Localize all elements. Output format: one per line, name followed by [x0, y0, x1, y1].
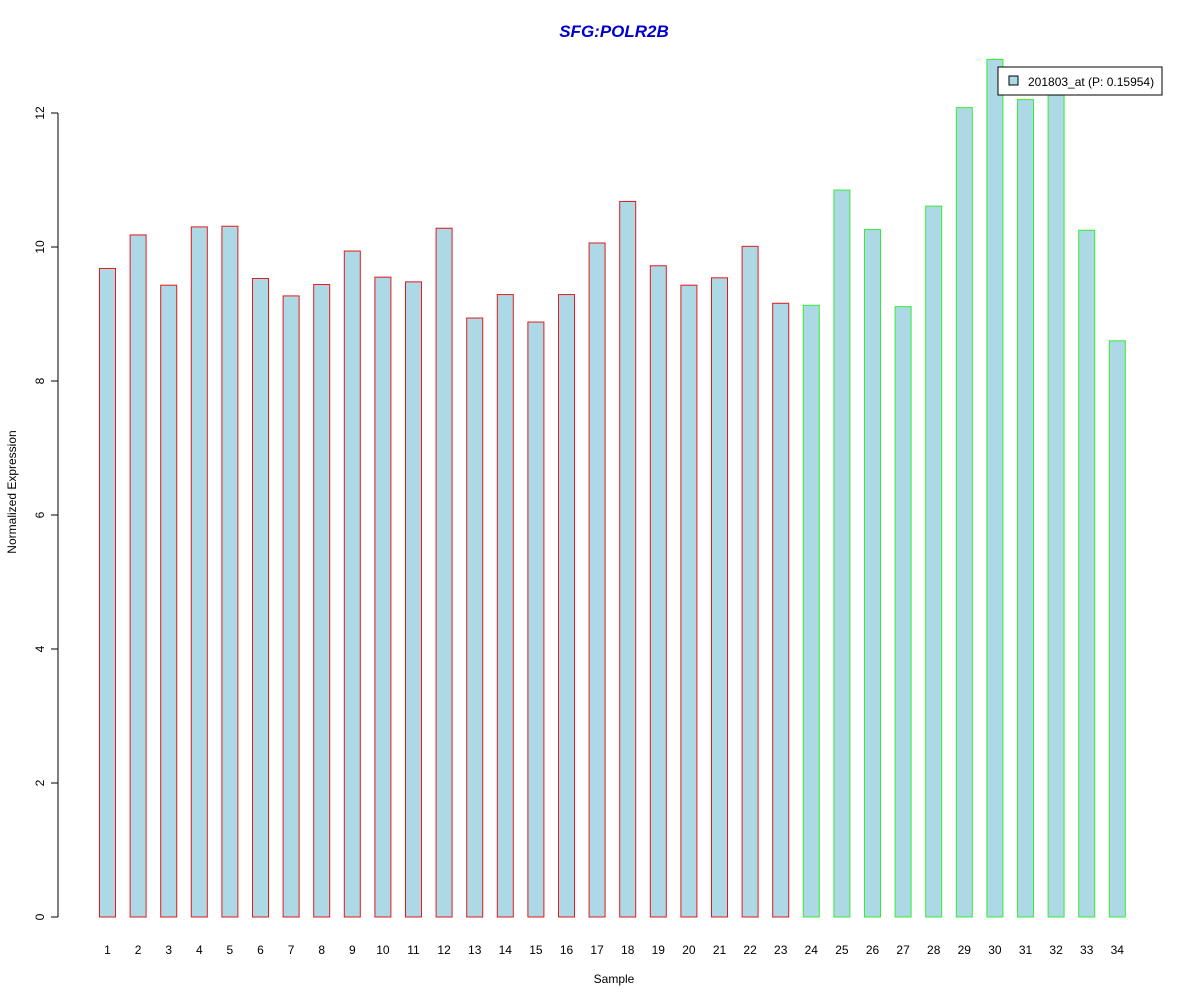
bar-sample-6 — [252, 277, 269, 918]
x-tick-label: 25 — [835, 943, 849, 957]
bar-sample-24 — [802, 304, 820, 918]
x-tick-label: 1 — [104, 943, 111, 957]
x-tick-label: 21 — [713, 943, 727, 957]
bar-sample-11 — [405, 281, 422, 918]
x-tick-label: 19 — [652, 943, 666, 957]
bar-sample-16 — [558, 294, 575, 918]
x-tick-label: 17 — [590, 943, 604, 957]
x-tick-label: 14 — [499, 943, 513, 957]
x-tick-labels: 1 2 3 4 5 6 7 8 9 10 11 12 13 14 15 16 17 18 19 20 21 22 23 24 2… — [104, 943, 1124, 957]
bar-sample-33 — [1078, 229, 1096, 918]
bar-sample-10 — [374, 276, 392, 918]
x-tick-label: 30 — [988, 943, 1002, 957]
bars-group — [99, 58, 1126, 918]
x-tick-label: 2 — [135, 943, 142, 957]
x-tick-label: 34 — [1111, 943, 1125, 957]
x-tick-label: 22 — [743, 943, 757, 957]
bar-sample-2 — [129, 234, 147, 918]
bar-sample-9 — [343, 250, 361, 918]
x-tick-label: 29 — [958, 943, 972, 957]
x-tick-label: 15 — [529, 943, 543, 957]
bar-sample-7 — [282, 295, 300, 918]
bar-sample-34 — [1108, 340, 1126, 918]
x-tick-label: 7 — [288, 943, 295, 957]
y-tick-label: 12 — [33, 106, 47, 120]
x-tick-label: 3 — [165, 943, 172, 957]
bar-sample-18 — [619, 200, 637, 918]
bar-sample-20 — [680, 284, 698, 918]
bar-sample-30 — [986, 58, 1004, 918]
x-tick-label: 27 — [896, 943, 910, 957]
bar-sample-22 — [741, 245, 759, 918]
legend: 201803_at (P: 0.15954) — [997, 66, 1163, 96]
x-axis-title: Sample — [594, 972, 635, 986]
x-tick-label: 32 — [1049, 943, 1063, 957]
y-tick-label: 8 — [33, 377, 47, 384]
x-tick-label: 5 — [227, 943, 234, 957]
legend-box — [997, 66, 1163, 96]
x-tick-label: 12 — [437, 943, 451, 957]
x-tick-label: 33 — [1080, 943, 1094, 957]
legend-swatch — [1008, 75, 1019, 86]
x-tick-label: 28 — [927, 943, 941, 957]
legend-label: 201803_at (P: 0.15954) — [1028, 75, 1154, 89]
y-tick-label: 2 — [33, 779, 47, 786]
bar-sample-3 — [160, 284, 178, 918]
bar-sample-8 — [313, 284, 331, 918]
x-tick-label: 18 — [621, 943, 635, 957]
x-tick-label: 23 — [774, 943, 788, 957]
y-tick-label: 4 — [33, 645, 47, 652]
bar-sample-23 — [772, 302, 790, 918]
y-tick-label: 0 — [33, 913, 47, 920]
x-tick-label: 24 — [805, 943, 819, 957]
bar-sample-14 — [496, 294, 514, 918]
bar-sample-26 — [864, 229, 881, 918]
chart-title: SFG:POLR2B — [559, 22, 669, 41]
y-axis: 0 2 4 6 8 10 12 — [33, 106, 59, 920]
x-tick-label: 26 — [866, 943, 880, 957]
x-tick-label: 13 — [468, 943, 482, 957]
y-tick-label: 6 — [33, 511, 47, 518]
x-tick-label: 16 — [560, 943, 574, 957]
x-tick-label: 6 — [257, 943, 264, 957]
bar-sample-19 — [649, 265, 667, 918]
x-tick-label: 31 — [1019, 943, 1033, 957]
bar-sample-28 — [925, 205, 943, 918]
x-tick-label: 20 — [682, 943, 696, 957]
bar-sample-25 — [833, 189, 851, 918]
bar-sample-12 — [435, 227, 453, 918]
bar-sample-27 — [894, 306, 912, 918]
bar-sample-5 — [221, 225, 239, 918]
x-tick-label: 10 — [376, 943, 390, 957]
bar-sample-29 — [955, 107, 973, 918]
bar-sample-21 — [711, 277, 728, 918]
x-tick-label: 4 — [196, 943, 203, 957]
bar-sample-13 — [466, 317, 484, 918]
bar-sample-15 — [527, 321, 545, 918]
x-tick-label: 9 — [349, 943, 356, 957]
bar-sample-1 — [99, 267, 116, 918]
bar-sample-31 — [1017, 99, 1034, 918]
bar-sample-4 — [190, 226, 208, 918]
x-tick-label: 8 — [318, 943, 325, 957]
x-tick-label: 11 — [407, 943, 420, 957]
y-tick-label: 10 — [33, 240, 47, 254]
y-axis-title: Normalized Expression — [5, 430, 19, 553]
bar-sample-32 — [1047, 94, 1065, 918]
bar-sample-17 — [588, 242, 606, 918]
